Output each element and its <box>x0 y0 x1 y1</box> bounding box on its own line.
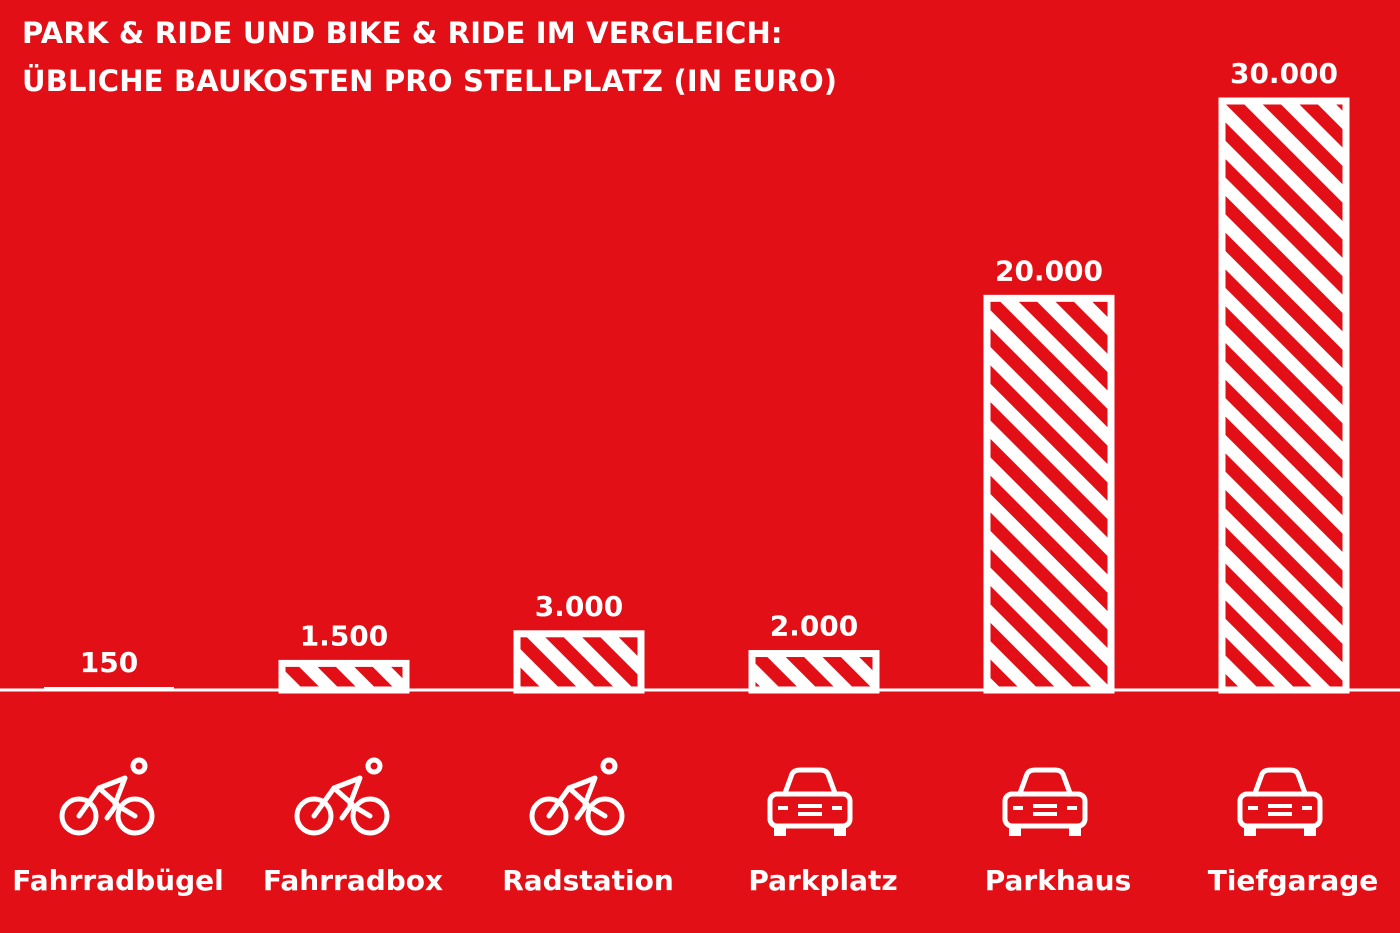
chart-title: PARK & RIDE UND BIKE & RIDE IM VERGLEICH… <box>22 16 783 50</box>
value-label-1: 1.500 <box>300 619 389 652</box>
value-label-5: 30.000 <box>1230 57 1338 90</box>
bar-5 <box>1218 97 1350 694</box>
car-icon <box>1002 767 1088 836</box>
value-label-4: 20.000 <box>995 254 1103 287</box>
bar-1 <box>278 659 410 694</box>
category-label-4: Parkhaus <box>985 864 1132 897</box>
car-icon <box>767 767 853 836</box>
icons-layer <box>59 757 1323 836</box>
bar-3 <box>748 650 880 694</box>
bar-4 <box>983 294 1115 694</box>
bicycle-icon <box>294 757 390 836</box>
labels-layer: 150 Fahrradbügel 1.500 Fahrradbox 3.000 Radst… <box>12 57 1378 897</box>
category-label-3: Parkplatz <box>748 864 897 897</box>
value-label-3: 2.000 <box>770 610 859 643</box>
category-label-2: Radstation <box>502 864 674 897</box>
bar-2 <box>513 630 645 694</box>
category-label-5: Tiefgarage <box>1208 864 1379 897</box>
category-label-1: Fahrradbox <box>263 864 443 897</box>
car-icon <box>1237 767 1323 836</box>
bicycle-icon <box>59 757 155 836</box>
bars-layer <box>44 97 1350 694</box>
bicycle-icon <box>529 757 625 836</box>
value-label-0: 150 <box>80 646 138 679</box>
chart-subtitle: ÜBLICHE BAUKOSTEN PRO STELLPLATZ (IN EUR… <box>22 64 838 98</box>
value-label-2: 3.000 <box>535 590 624 623</box>
category-label-0: Fahrradbügel <box>12 864 223 897</box>
